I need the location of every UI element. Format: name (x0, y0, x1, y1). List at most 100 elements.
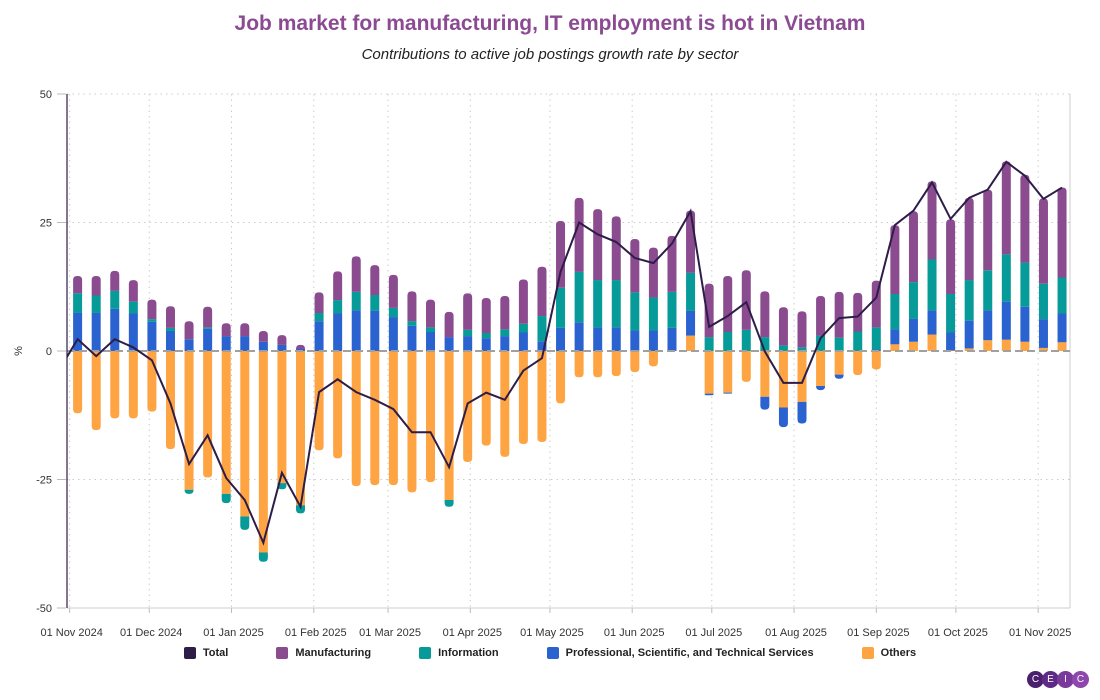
bar-manufacturing (500, 296, 510, 330)
y-axis-label: % (13, 346, 25, 356)
bar-professional (760, 396, 770, 410)
bar-information (871, 327, 881, 350)
bar-professional (314, 321, 324, 351)
x-tick-label: 01 Jul 2025 (685, 627, 742, 639)
bar-professional (667, 327, 677, 351)
legend-item-manufacturing[interactable]: Manufacturing (276, 647, 371, 659)
bar-manufacturing (73, 275, 83, 294)
bar-professional (964, 320, 974, 349)
bar-manufacturing (388, 274, 398, 308)
bar-information (630, 292, 640, 331)
bar-professional (184, 339, 194, 351)
bar-information (574, 271, 584, 323)
bar-information (741, 329, 751, 351)
bar-stack (946, 219, 956, 351)
bar-professional (388, 317, 398, 351)
bar-professional (1038, 319, 1048, 348)
bar-others (258, 351, 268, 553)
bar-manufacturing (240, 323, 250, 337)
chart-title: Job market for manufacturing, IT employm… (234, 12, 866, 35)
bar-professional (927, 310, 937, 335)
bar-information (388, 307, 398, 318)
bar-manufacturing (593, 209, 603, 281)
bar-stack (1038, 198, 1048, 351)
bar-others (240, 351, 250, 517)
bar-professional (221, 336, 231, 351)
bar-professional (165, 330, 175, 351)
legend-label: Manufacturing (295, 647, 372, 659)
bar-professional (73, 312, 83, 351)
bar-stack (1001, 161, 1011, 351)
legend-swatch (183, 647, 196, 659)
bar-stack (778, 307, 788, 428)
bar-manufacturing (258, 330, 268, 342)
bar-professional (370, 310, 380, 351)
bar-manufacturing (1038, 198, 1048, 284)
bar-others (296, 351, 306, 506)
bar-manufacturing (946, 219, 956, 294)
legend-item-total[interactable]: Total (183, 647, 228, 659)
bar-stack (444, 311, 454, 507)
bar-information (73, 293, 83, 313)
bar-stack (481, 298, 491, 446)
bar-information (834, 337, 844, 351)
legend-swatch (276, 647, 289, 659)
bar-stack (165, 306, 175, 450)
bar-professional (537, 341, 547, 351)
bar-information (221, 493, 231, 504)
bar-professional (240, 336, 250, 351)
bar-others (518, 351, 528, 445)
bar-manufacturing (574, 197, 584, 272)
bar-stack (611, 216, 621, 377)
legend-item-others[interactable]: Others (861, 647, 916, 659)
bar-professional (500, 336, 510, 351)
bar-professional (648, 330, 658, 351)
bar-professional (630, 330, 640, 351)
bar-manufacturing (908, 211, 918, 283)
total-line (67, 160, 1063, 546)
bar-others (593, 351, 603, 378)
bar-information (648, 297, 658, 331)
bar-information (723, 331, 733, 351)
bar-professional (556, 327, 566, 351)
x-tick-label: 01 Mar 2025 (359, 627, 421, 639)
x-tick-label: 01 Nov 2024 (40, 627, 102, 639)
bar-information (1057, 277, 1067, 314)
bar-others (388, 351, 398, 486)
legend: Total Manufacturing Information Professi… (0, 647, 1100, 659)
bar-stack (760, 291, 770, 410)
bar-information (908, 282, 918, 319)
bar-information (258, 552, 268, 562)
bar-others (314, 351, 324, 451)
bar-manufacturing (518, 279, 528, 324)
bar-manufacturing (426, 299, 436, 328)
bar-professional (1057, 313, 1067, 343)
bar-stack (203, 306, 213, 478)
bar-information (333, 300, 343, 314)
bar-manufacturing (110, 270, 120, 291)
legend-item-information[interactable]: Information (419, 647, 499, 659)
bar-others (1020, 341, 1030, 351)
bar-professional (778, 407, 788, 428)
bar-manufacturing (983, 189, 993, 271)
bar-manufacturing (481, 298, 491, 334)
bar-professional (481, 338, 491, 351)
y-tick-label: 25 (40, 218, 52, 230)
bar-professional (351, 310, 361, 351)
bar-manufacturing (723, 275, 733, 332)
legend-label: Information (438, 647, 499, 659)
bar-professional (333, 313, 343, 351)
bar-stack (407, 291, 417, 493)
legend-item-professional[interactable]: Professional, Scientific, and Technical … (546, 647, 814, 659)
bar-others (333, 351, 343, 459)
bar-stack (1057, 187, 1067, 351)
bar-information (110, 290, 120, 309)
bar-others (370, 351, 380, 486)
x-tick-label: 01 Aug 2025 (765, 627, 827, 639)
bar-others (853, 351, 863, 376)
bar-others (908, 341, 918, 351)
bar-stack (816, 296, 826, 391)
bar-information (964, 280, 974, 321)
bar-others (890, 344, 900, 351)
